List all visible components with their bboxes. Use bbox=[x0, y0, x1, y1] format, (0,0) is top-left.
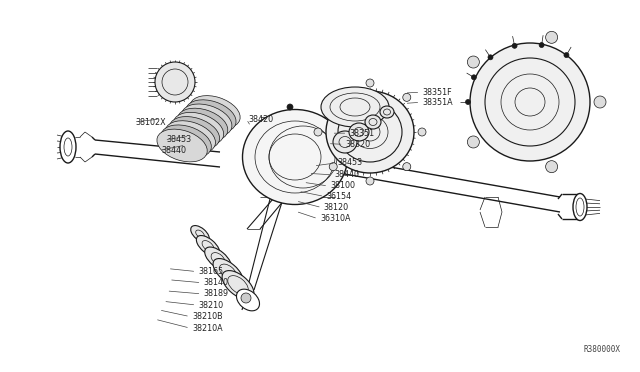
Circle shape bbox=[314, 128, 322, 136]
Text: 38320: 38320 bbox=[346, 140, 371, 149]
Ellipse shape bbox=[165, 121, 216, 154]
Text: 38100: 38100 bbox=[330, 182, 355, 190]
Circle shape bbox=[241, 293, 251, 303]
Ellipse shape bbox=[205, 247, 231, 271]
Ellipse shape bbox=[157, 129, 207, 162]
Ellipse shape bbox=[237, 289, 259, 311]
Ellipse shape bbox=[333, 131, 357, 153]
Circle shape bbox=[546, 161, 557, 173]
Circle shape bbox=[403, 163, 411, 171]
Ellipse shape bbox=[60, 131, 76, 163]
Ellipse shape bbox=[155, 62, 195, 102]
Ellipse shape bbox=[222, 270, 254, 299]
Circle shape bbox=[329, 163, 337, 171]
Text: 38453: 38453 bbox=[166, 135, 191, 144]
Text: 38453: 38453 bbox=[338, 158, 363, 167]
Ellipse shape bbox=[191, 225, 209, 243]
Ellipse shape bbox=[182, 104, 232, 137]
Text: 38140: 38140 bbox=[204, 278, 228, 287]
Circle shape bbox=[546, 31, 557, 43]
Text: 38440: 38440 bbox=[161, 146, 186, 155]
Text: 38351A: 38351A bbox=[422, 98, 453, 107]
Ellipse shape bbox=[321, 87, 389, 127]
Ellipse shape bbox=[573, 193, 587, 221]
Ellipse shape bbox=[576, 198, 584, 216]
Circle shape bbox=[418, 128, 426, 136]
Ellipse shape bbox=[190, 96, 240, 128]
Circle shape bbox=[329, 93, 337, 101]
Ellipse shape bbox=[470, 43, 590, 161]
Circle shape bbox=[403, 93, 411, 101]
Text: 38210: 38210 bbox=[198, 301, 223, 310]
Circle shape bbox=[467, 56, 479, 68]
Ellipse shape bbox=[349, 123, 369, 141]
Text: 38189: 38189 bbox=[204, 289, 228, 298]
Text: 38210A: 38210A bbox=[192, 324, 223, 333]
Circle shape bbox=[488, 55, 493, 60]
Ellipse shape bbox=[169, 116, 220, 149]
Ellipse shape bbox=[186, 100, 236, 132]
Circle shape bbox=[465, 99, 470, 105]
Ellipse shape bbox=[173, 112, 224, 145]
Circle shape bbox=[366, 177, 374, 185]
Text: 36154: 36154 bbox=[326, 192, 351, 201]
Text: 38120: 38120 bbox=[324, 203, 349, 212]
Ellipse shape bbox=[243, 109, 348, 205]
Text: 38351F: 38351F bbox=[422, 88, 452, 97]
Ellipse shape bbox=[64, 138, 72, 156]
Ellipse shape bbox=[365, 115, 381, 129]
Text: 38102X: 38102X bbox=[136, 118, 166, 126]
Text: 38165: 38165 bbox=[198, 267, 223, 276]
Circle shape bbox=[467, 136, 479, 148]
Text: R380000X: R380000X bbox=[583, 345, 620, 354]
Ellipse shape bbox=[196, 235, 220, 256]
Ellipse shape bbox=[213, 259, 243, 285]
Circle shape bbox=[512, 43, 517, 48]
Text: 38210B: 38210B bbox=[192, 312, 223, 321]
Circle shape bbox=[539, 42, 544, 48]
Ellipse shape bbox=[177, 108, 228, 141]
Ellipse shape bbox=[161, 125, 211, 158]
Circle shape bbox=[366, 79, 374, 87]
Text: 36310A: 36310A bbox=[320, 214, 351, 223]
Circle shape bbox=[472, 75, 476, 80]
Text: 38440: 38440 bbox=[334, 170, 359, 179]
Ellipse shape bbox=[380, 106, 394, 118]
Circle shape bbox=[564, 52, 569, 58]
Text: 38351: 38351 bbox=[349, 129, 374, 138]
Ellipse shape bbox=[326, 91, 414, 173]
Circle shape bbox=[287, 104, 293, 110]
Circle shape bbox=[594, 96, 606, 108]
Text: 38420: 38420 bbox=[248, 115, 273, 124]
